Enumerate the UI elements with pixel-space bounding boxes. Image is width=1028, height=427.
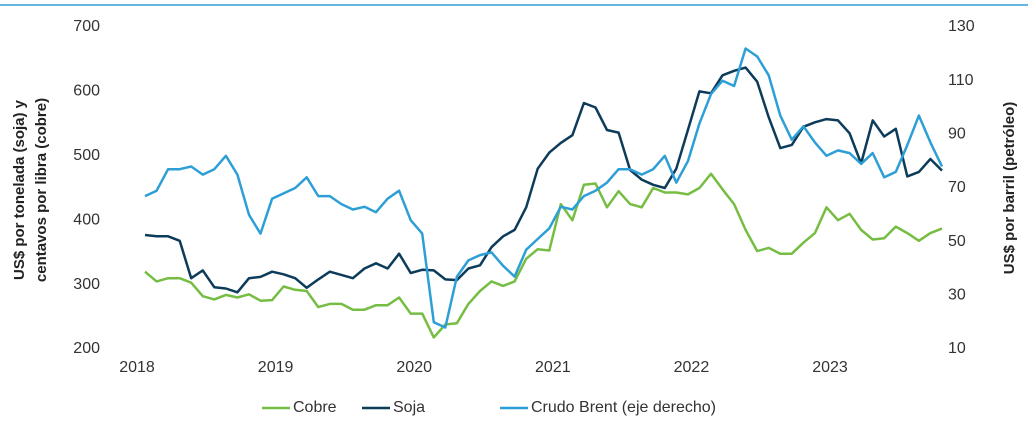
- y-axis-title: US$ por tonelada (soja) y: [11, 99, 28, 280]
- y-tick-label: 200: [73, 340, 100, 357]
- y2-tick-label: 110: [948, 72, 974, 89]
- series-line: [144, 47, 944, 329]
- y-tick-label: 500: [73, 147, 100, 164]
- x-tick-label: 2019: [258, 359, 294, 376]
- y-tick-label: 300: [73, 276, 100, 293]
- x-tick-label: 2021: [535, 359, 571, 376]
- y2-tick-label: 10: [948, 340, 966, 357]
- y-tick-label: 600: [73, 83, 100, 100]
- y2-tick-label: 30: [948, 287, 966, 304]
- legend-label: Crudo Brent (eje derecho): [531, 399, 716, 416]
- x-tick-label: 2022: [674, 359, 710, 376]
- x-tick-label: 2020: [396, 359, 432, 376]
- y-tick-label: 700: [73, 18, 100, 35]
- y2-tick-label: 130: [948, 18, 975, 35]
- x-tick-label: 2023: [812, 359, 848, 376]
- y2-tick-label: 50: [948, 233, 966, 250]
- series-line: [144, 172, 943, 339]
- y2-tick-label: 70: [948, 179, 966, 196]
- legend-label: Soja: [393, 399, 425, 416]
- legend-label: Cobre: [293, 399, 337, 416]
- series-line: [144, 66, 943, 294]
- y2-tick-label: 90: [948, 126, 966, 143]
- y-axis-title: centavos por libra (cobre): [33, 98, 50, 282]
- y2-axis-title: US$ por barril (petróleo): [1001, 102, 1018, 275]
- y-tick-label: 400: [73, 211, 100, 228]
- x-tick-label: 2018: [119, 359, 155, 376]
